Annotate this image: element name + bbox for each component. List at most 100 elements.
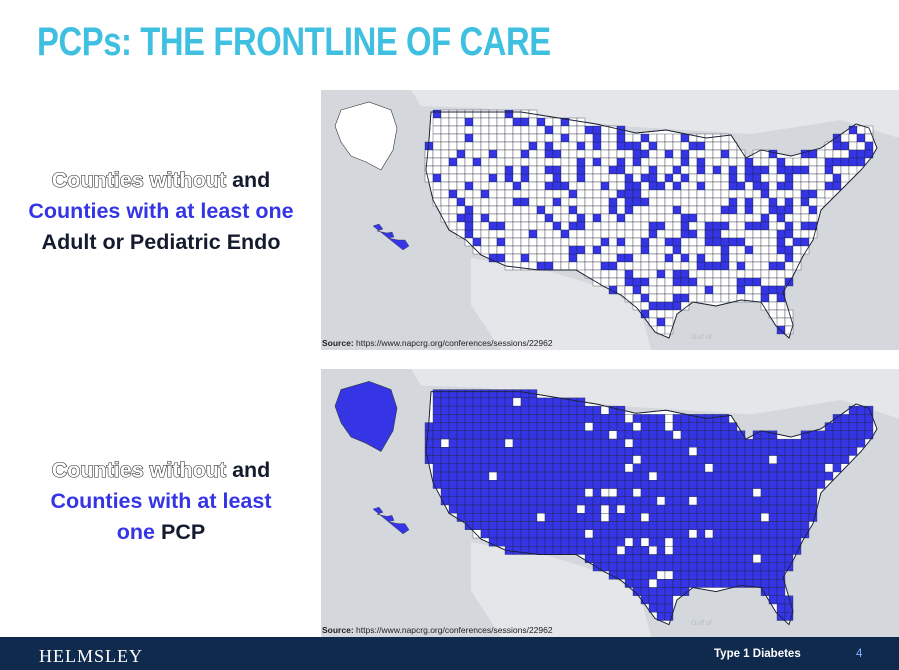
county-cell — [616, 546, 626, 555]
county-cell — [600, 277, 610, 287]
county-cell — [528, 165, 538, 175]
county-cell — [768, 579, 778, 588]
county-cell — [480, 513, 490, 522]
county-cell — [864, 141, 874, 151]
county-cell — [552, 253, 562, 263]
county-cell — [600, 261, 610, 271]
county-cell — [632, 285, 642, 295]
county-cell — [584, 496, 594, 506]
county-cell — [600, 221, 610, 231]
county-cell — [488, 221, 498, 231]
county-cell — [496, 173, 506, 183]
county-cell — [784, 488, 794, 497]
county-cell — [520, 405, 530, 415]
county-cell — [712, 277, 722, 287]
county-cell — [544, 157, 554, 167]
county-cell — [696, 213, 706, 223]
county-cell — [448, 389, 458, 398]
county-cell — [656, 237, 666, 247]
county-cell — [720, 579, 730, 588]
county-cell — [672, 455, 682, 464]
county-cell — [656, 480, 666, 489]
county-cell — [504, 173, 514, 183]
county-cell — [624, 149, 634, 159]
county-cell — [472, 438, 482, 448]
county-cell — [472, 149, 482, 159]
county-cell — [456, 125, 466, 135]
county-cell — [480, 149, 490, 159]
county-cell — [568, 447, 578, 456]
caption-pcp-line2: Counties with at least — [50, 489, 272, 513]
county-cell — [704, 496, 714, 506]
county-cell — [496, 488, 506, 497]
county-cell — [608, 133, 618, 143]
county-cell — [808, 496, 818, 506]
county-cell — [640, 141, 650, 151]
county-cell — [688, 570, 698, 580]
county-cell — [432, 430, 442, 440]
county-cell — [672, 554, 682, 563]
county-cell — [608, 229, 618, 239]
county-cell — [552, 181, 562, 191]
county-cell — [816, 430, 826, 440]
county-cell — [824, 173, 834, 183]
county-cell — [656, 579, 666, 588]
county-cell — [632, 293, 642, 303]
county-cell — [704, 480, 714, 489]
county-cell — [488, 529, 498, 539]
county-cell — [696, 579, 706, 588]
county-cell — [816, 463, 826, 473]
county-cell — [632, 277, 642, 287]
county-cell — [528, 488, 538, 497]
county-cell — [776, 587, 786, 596]
county-cell — [824, 447, 834, 456]
county-cell — [488, 157, 498, 167]
county-cell — [736, 253, 746, 263]
county-cell — [680, 447, 690, 456]
county-cell — [432, 157, 442, 167]
county-cell — [488, 447, 498, 456]
county-cell — [760, 579, 770, 588]
county-cell — [624, 213, 634, 223]
county-cell — [760, 438, 770, 448]
county-cell — [432, 133, 442, 143]
county-cell — [728, 422, 738, 431]
county-cell — [656, 422, 666, 431]
county-cell — [720, 463, 730, 473]
county-cell — [552, 133, 562, 143]
source-note: Source: https://www.napcrg.org/conferenc… — [322, 338, 553, 348]
county-cell — [784, 471, 794, 481]
county-cell — [728, 463, 738, 473]
county-cell — [616, 496, 626, 506]
county-cell — [544, 149, 554, 159]
county-cell — [472, 181, 482, 191]
county-cell — [752, 285, 762, 295]
county-cell — [744, 554, 754, 563]
county-cell — [608, 562, 618, 572]
county-cell — [504, 488, 514, 497]
county-cell — [536, 197, 546, 207]
county-cell — [616, 253, 626, 263]
county-cell — [496, 521, 506, 530]
county-cell — [656, 562, 666, 572]
county-cell — [584, 438, 594, 448]
county-cell — [536, 149, 546, 159]
county-cell — [776, 245, 786, 255]
county-cell — [464, 397, 474, 407]
county-cell — [768, 165, 778, 175]
county-cell — [440, 463, 450, 473]
county-cell — [584, 480, 594, 489]
county-cell — [856, 125, 866, 135]
county-cell — [440, 471, 450, 481]
county-cell — [456, 471, 466, 481]
county-cell — [584, 189, 594, 199]
county-cell — [776, 529, 786, 539]
county-cell — [696, 554, 706, 563]
county-cell — [632, 173, 642, 183]
county-cell — [720, 261, 730, 271]
county-cell — [632, 463, 642, 473]
mexico-land — [471, 258, 651, 350]
county-cell — [768, 285, 778, 295]
county-cell — [688, 455, 698, 464]
county-cell — [592, 504, 602, 514]
